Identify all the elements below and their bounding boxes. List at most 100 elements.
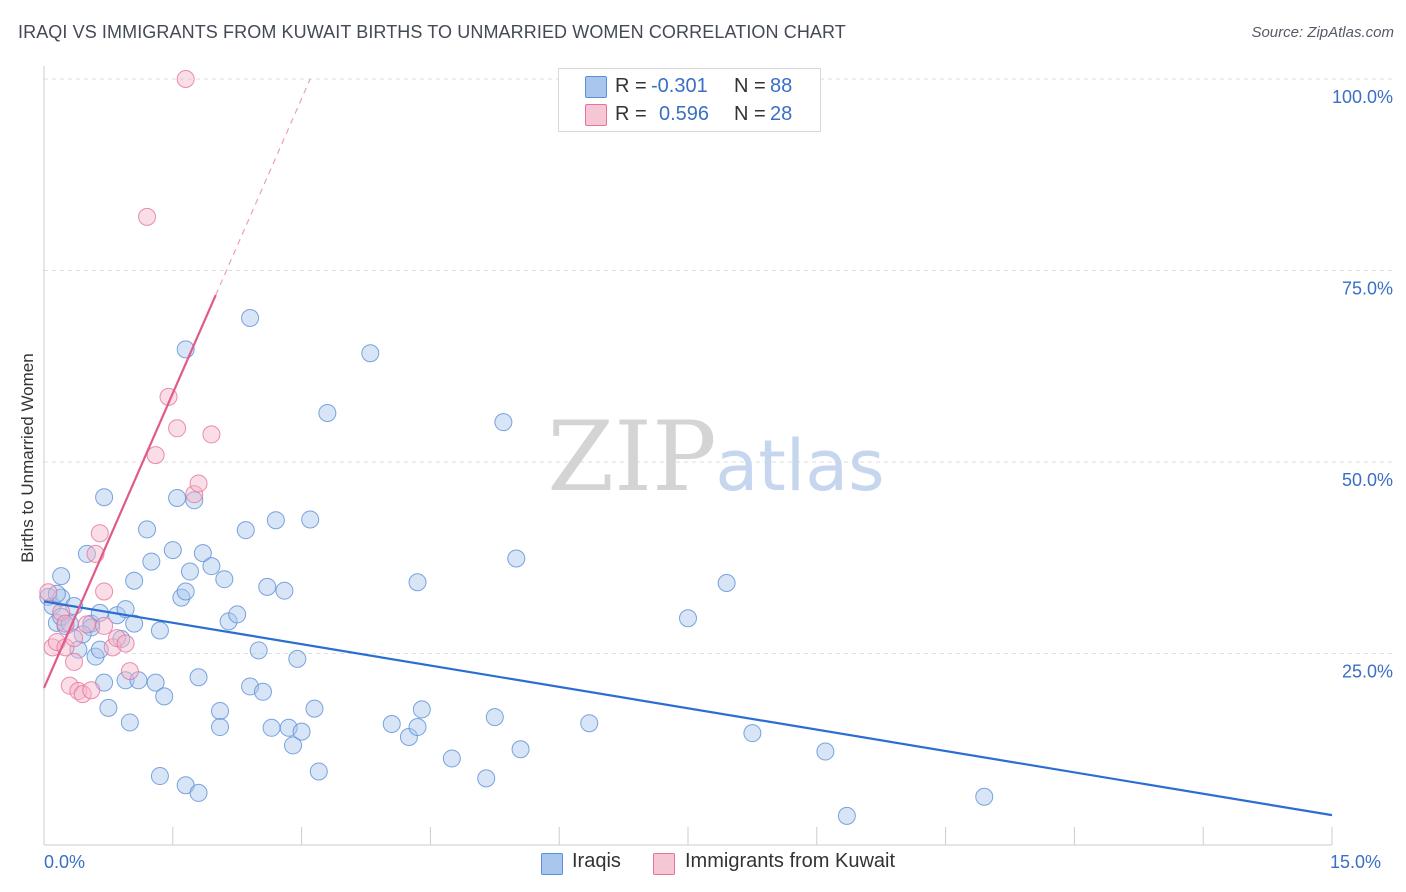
point-iraqis [99,698,118,717]
point-kuwait [95,616,114,635]
point-iraqis [485,708,504,727]
point-iraqis [228,605,247,624]
trend-lines [42,78,1333,817]
point-iraqis [408,573,427,592]
point-kuwait [189,474,208,493]
legend-n-label: N = [734,74,766,97]
point-iraqis [52,567,71,586]
legend-n-label: N = [734,102,766,125]
point-kuwait [116,634,135,653]
grid-lines [44,78,1394,654]
point-iraqis [361,344,380,363]
point-iraqis [95,488,114,507]
point-iraqis [180,562,199,581]
point-kuwait [77,615,96,634]
legend-r-label: R = [615,102,647,125]
trend-line-kuwait [42,294,217,689]
point-kuwait [95,582,114,601]
point-iraqis [816,742,835,761]
point-iraqis [189,783,208,802]
y-tick-label: 100.0% [1332,87,1393,107]
point-iraqis [125,614,144,633]
point-kuwait [146,446,165,465]
axes [43,66,1333,846]
legend-n-value: 28 [770,102,793,125]
point-iraqis [494,413,513,432]
point-iraqis [116,671,135,690]
legend-r-value: -0.301 [651,74,708,97]
point-kuwait [168,419,187,438]
point-iraqis [176,582,195,601]
y-tick-label: 50.0% [1342,470,1393,490]
bottom-legend-swatch-kuwait [653,853,675,875]
point-iraqis [73,625,92,644]
point-kuwait [107,629,126,648]
legend-swatch-iraqis [585,76,607,98]
point-iraqis [288,649,307,668]
point-iraqis [477,769,496,788]
point-kuwait [90,524,109,543]
watermark-atlas: atlas [715,425,884,507]
legend-n-value: 88 [770,74,793,97]
point-iraqis [309,762,328,781]
point-iraqis [511,740,530,759]
x-tick-label-max: 15.0% [1330,852,1382,872]
point-iraqis [301,510,320,529]
point-kuwait [176,70,195,88]
point-kuwait [65,652,84,671]
watermark-zip: ZIP [547,401,716,513]
y-tick-labels: 25.0% 50.0% 75.0% 100.0% [1332,87,1393,682]
bottom-legend-swatch-iraqis [541,853,563,875]
point-iraqis [211,718,230,737]
legend-r-value: 0.596 [659,102,710,125]
trend-line-iraqis [43,600,1333,817]
point-iraqis [679,609,697,628]
point-iraqis [146,673,165,692]
point-iraqis [163,541,182,560]
point-iraqis [275,581,294,600]
point-iraqis [253,682,272,701]
point-iraqis [442,749,461,768]
point-iraqis [284,736,303,755]
data-points [39,70,994,825]
point-kuwait [202,425,221,444]
point-iraqis [236,521,255,540]
point-iraqis [408,718,427,737]
chart-title: IRAQI VS IMMIGRANTS FROM KUWAIT BIRTHS T… [18,22,846,42]
y-tick-label: 25.0% [1342,662,1393,682]
point-iraqis [975,787,994,806]
point-iraqis [837,806,856,825]
point-iraqis [580,714,599,733]
x-tick-label-min: 0.0% [44,852,86,872]
legend-row-iraqis: R = -0.301 N = 88 [559,73,820,99]
point-iraqis [189,668,208,687]
point-iraqis [258,577,277,596]
point-iraqis [185,491,204,510]
point-iraqis [292,722,311,741]
correlation-legend: R = -0.301 N = 88 R = 0.596 N = 28 [558,68,821,132]
point-kuwait [138,207,157,226]
y-tick-label: 75.0% [1342,279,1393,299]
bottom-legend-kuwait: Immigrants from Kuwait [685,850,896,872]
source-label: Source: ZipAtlas.com [1251,24,1394,41]
point-kuwait [185,485,204,504]
point-iraqis [507,549,526,568]
bottom-legend-iraqis: Iraqis [572,850,621,872]
point-iraqis [318,403,337,422]
point-iraqis [120,713,139,732]
point-iraqis [717,574,736,593]
point-iraqis [138,520,157,539]
point-iraqis [211,701,230,720]
point-iraqis [241,308,260,327]
point-iraqis [266,511,285,530]
point-iraqis [382,714,401,733]
point-iraqis [150,621,169,640]
point-iraqis [249,641,268,660]
point-iraqis [743,724,762,743]
point-iraqis [125,571,144,590]
point-kuwait [120,662,139,681]
point-iraqis [262,718,281,737]
point-iraqis [155,687,174,706]
point-iraqis [142,552,161,571]
point-iraqis [150,767,169,786]
